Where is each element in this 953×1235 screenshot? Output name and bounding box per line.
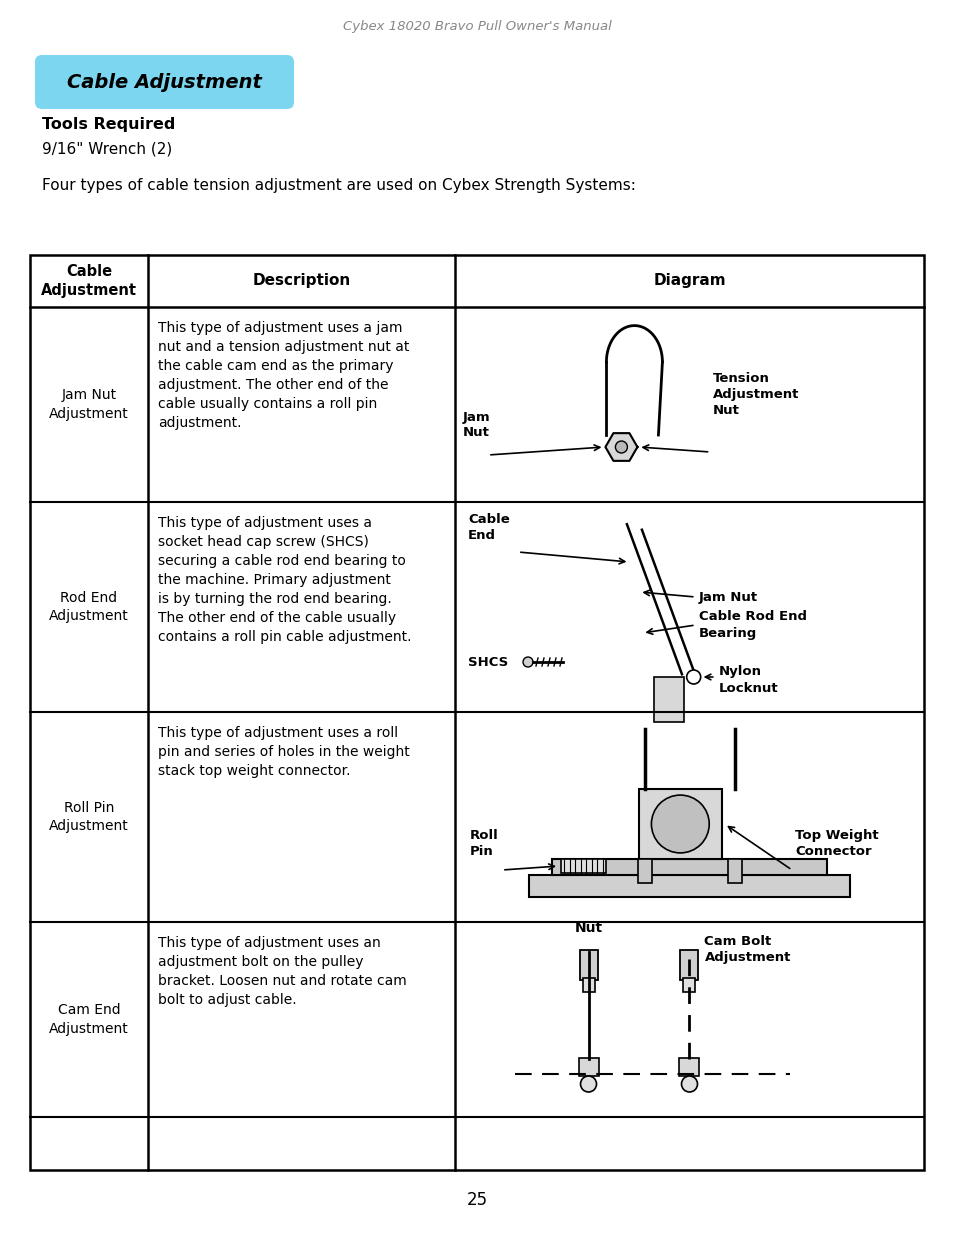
Bar: [679, 1058, 699, 1076]
Bar: [551, 860, 826, 876]
Text: Cam End
Adjustment: Cam End Adjustment: [49, 1003, 129, 1036]
Bar: [679, 950, 698, 981]
Text: Nut: Nut: [574, 921, 602, 935]
Bar: [528, 876, 849, 897]
Text: Tension
Adjustment
Nut: Tension Adjustment Nut: [712, 372, 798, 417]
Polygon shape: [605, 433, 637, 461]
Bar: [682, 978, 695, 992]
Text: SHCS: SHCS: [468, 656, 508, 668]
Bar: [582, 978, 594, 992]
Text: 9/16" Wrench (2): 9/16" Wrench (2): [42, 142, 172, 157]
Text: Nylon
Locknut: Nylon Locknut: [718, 666, 778, 694]
Text: Jam
Nut: Jam Nut: [462, 411, 490, 438]
Text: Cable
End: Cable End: [468, 513, 509, 542]
Text: Diagram: Diagram: [653, 273, 725, 289]
FancyBboxPatch shape: [35, 56, 294, 109]
Text: Tools Required: Tools Required: [42, 117, 175, 132]
Bar: [639, 789, 720, 860]
Circle shape: [522, 657, 533, 667]
Text: Top Weight
Connector: Top Weight Connector: [794, 829, 878, 858]
Bar: [654, 677, 684, 722]
Bar: [30, 254, 923, 1170]
Circle shape: [651, 795, 708, 853]
Circle shape: [580, 1076, 596, 1092]
Text: Four types of cable tension adjustment are used on Cybex Strength Systems:: Four types of cable tension adjustment a…: [42, 178, 636, 193]
Circle shape: [680, 1076, 697, 1092]
Text: Cable
Adjustment: Cable Adjustment: [41, 264, 137, 298]
Text: This type of adjustment uses a
socket head cap screw (SHCS)
securing a cable rod: This type of adjustment uses a socket he…: [158, 516, 411, 643]
Text: Jam Nut
Adjustment: Jam Nut Adjustment: [49, 388, 129, 421]
Text: This type of adjustment uses an
adjustment bolt on the pulley
bracket. Loosen nu: This type of adjustment uses an adjustme…: [158, 936, 406, 1007]
Text: 25: 25: [466, 1191, 487, 1209]
Text: Cable Rod End
Bearing: Cable Rod End Bearing: [698, 610, 806, 640]
Text: Cable Adjustment: Cable Adjustment: [67, 73, 262, 91]
Text: This type of adjustment uses a jam
nut and a tension adjustment nut at
the cable: This type of adjustment uses a jam nut a…: [158, 321, 409, 430]
Text: Jam Nut: Jam Nut: [698, 590, 757, 604]
Text: Cam Bolt
Adjustment: Cam Bolt Adjustment: [703, 935, 790, 965]
Text: Cybex 18020 Bravo Pull Owner's Manual: Cybex 18020 Bravo Pull Owner's Manual: [342, 20, 611, 33]
Text: This type of adjustment uses a roll
pin and series of holes in the weight
stack : This type of adjustment uses a roll pin …: [158, 726, 410, 778]
Bar: [727, 860, 741, 883]
Bar: [638, 860, 652, 883]
Text: Description: Description: [253, 273, 351, 289]
Text: Roll
Pin: Roll Pin: [470, 829, 498, 858]
Circle shape: [615, 441, 627, 453]
Text: Rod End
Adjustment: Rod End Adjustment: [49, 590, 129, 624]
Bar: [560, 860, 605, 873]
Circle shape: [686, 671, 700, 684]
Text: Roll Pin
Adjustment: Roll Pin Adjustment: [49, 800, 129, 834]
Bar: [578, 1058, 598, 1076]
Bar: [578, 950, 597, 981]
